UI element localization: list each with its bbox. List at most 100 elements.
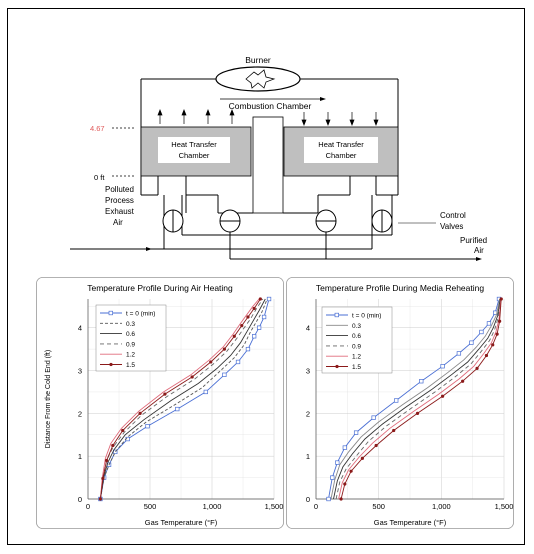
height-top-label: 4.67 (90, 124, 105, 133)
x-tick-label: 1,500 (265, 502, 284, 511)
data-point (343, 482, 347, 486)
data-point (339, 497, 343, 501)
data-point (342, 445, 347, 450)
chart-title: Temperature Profile During Air Heating (87, 283, 233, 293)
center-divider (252, 116, 284, 214)
data-point (461, 379, 465, 383)
data-point (252, 334, 257, 339)
chamber-right-label-1: Heat Transfer (318, 140, 364, 149)
series-line (99, 298, 266, 500)
chamber-right-label-2: Chamber (326, 151, 357, 160)
data-point (235, 359, 241, 365)
y-tick-label: 1 (306, 452, 310, 461)
data-point (360, 456, 364, 460)
x-tick-label: 1,000 (203, 502, 222, 511)
height-bottom-label: 0 ft (94, 173, 105, 182)
data-point (371, 415, 376, 420)
chart-border (286, 277, 514, 529)
data-point (469, 340, 474, 345)
data-point (266, 296, 272, 302)
data-point (145, 424, 150, 429)
x-axis-label: Gas Temperature (°F) (374, 518, 447, 527)
data-point (252, 306, 256, 311)
inlet-label-1: Polluted (105, 185, 134, 194)
inlet-label-2: Process (105, 196, 134, 205)
data-point (353, 430, 359, 435)
data-point (222, 347, 226, 351)
x-tick-label: 0 (314, 502, 318, 511)
x-tick-label: 500 (372, 502, 385, 511)
y-tick-label: 2 (306, 409, 310, 418)
data-point (203, 389, 208, 395)
data-point (222, 372, 227, 377)
data-point (335, 460, 340, 465)
data-point (111, 443, 115, 448)
y-tick-label: 4 (78, 324, 82, 333)
data-point (240, 323, 244, 328)
flow-arrows-down (301, 112, 379, 126)
legend-marker (334, 312, 339, 318)
burner-label: Burner (245, 55, 271, 65)
data-point (419, 379, 424, 384)
data-point (190, 375, 194, 379)
legend-label: 1.5 (126, 362, 135, 369)
data-point (440, 364, 445, 369)
x-tick-label: 0 (86, 502, 90, 511)
series-line (335, 298, 501, 500)
data-point (326, 496, 331, 502)
data-point (349, 469, 353, 473)
data-point (261, 314, 267, 320)
chamber-left-label-1: Heat Transfer (171, 140, 217, 149)
data-point (258, 297, 262, 301)
legend-label: 0.9 (352, 343, 361, 350)
legend-label: 1.5 (352, 364, 361, 371)
inlet-label-3: Exhaust (105, 207, 135, 216)
data-point (245, 346, 251, 352)
y-tick-label: 2 (78, 409, 82, 418)
data-point (121, 428, 125, 433)
chart-legend: t = 0 (min) 0.3 0.6 0.9 1.2 1.5 (95, 304, 167, 372)
legend-label: 1.2 (352, 354, 361, 361)
y-tick-label: 3 (306, 367, 310, 376)
control-valve-4 (371, 209, 393, 233)
data-point (138, 411, 142, 415)
control-valve-3 (315, 209, 337, 233)
rto-diagram: Burner Heat Transfer Chamber Heat Transf… (70, 55, 487, 261)
legend-marker (108, 310, 113, 316)
control-label-1: Control (440, 211, 466, 220)
data-point (163, 392, 167, 396)
outlet-label-2: Air (474, 246, 484, 255)
x-tick-label: 1,000 (432, 502, 451, 511)
data-point (456, 351, 462, 356)
chamber-left-label-2: Chamber (179, 151, 210, 160)
x-tick-label: 1,500 (495, 502, 514, 511)
y-tick-label: 1 (78, 452, 82, 461)
data-point (394, 398, 399, 403)
data-point (209, 360, 213, 364)
series-line (99, 298, 260, 500)
data-point (479, 329, 484, 335)
series-line (330, 298, 501, 500)
data-point (98, 497, 102, 501)
control-valve-1 (162, 209, 184, 233)
y-tick-label: 4 (306, 324, 310, 333)
combustion-label: Combustion Chamber (229, 101, 312, 111)
outlet-label-1: Purified (460, 236, 487, 245)
x-tick-label: 500 (144, 502, 157, 511)
legend-marker (335, 364, 339, 369)
legend-label: 0.9 (126, 341, 135, 348)
x-axis-label: Gas Temperature (°F) (145, 518, 218, 527)
legend-label: 0.6 (126, 331, 135, 338)
legend-marker (109, 362, 113, 367)
data-point (484, 353, 489, 358)
data-point (246, 315, 250, 319)
data-point (101, 476, 105, 481)
data-point (498, 319, 502, 323)
y-tick-label: 0 (78, 495, 82, 504)
data-point (495, 332, 499, 336)
data-point (415, 411, 420, 415)
data-point (440, 394, 445, 398)
y-axis-label: Distance From the Cold End (ft) (45, 350, 52, 448)
data-point (232, 334, 236, 338)
control-valve-2 (219, 209, 241, 233)
